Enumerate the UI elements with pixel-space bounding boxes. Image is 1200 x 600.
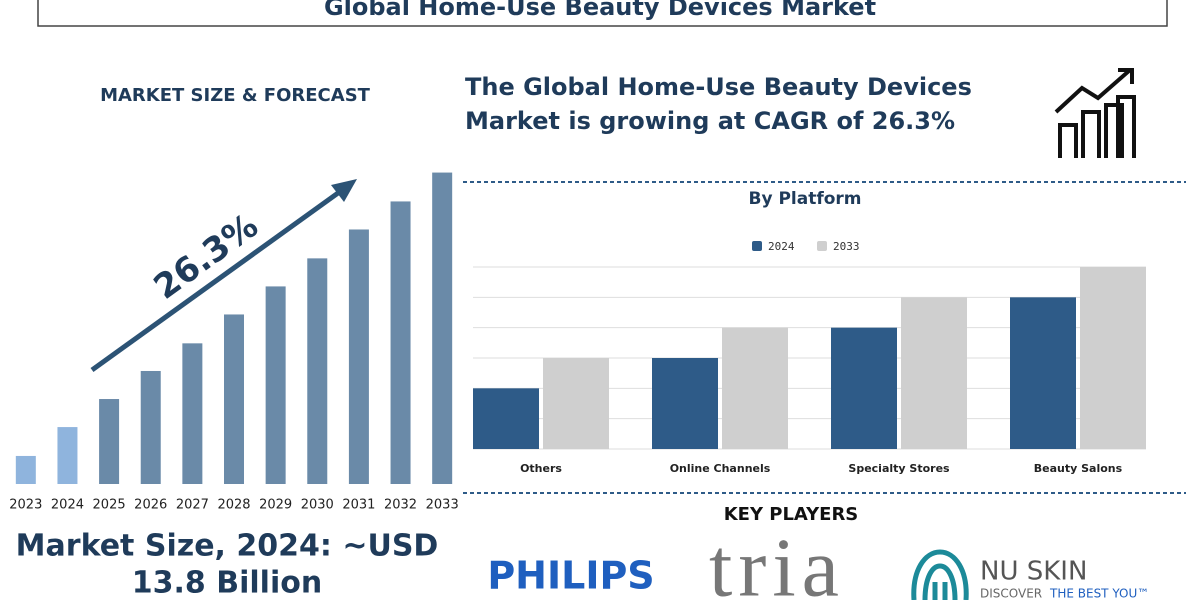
nuskin-icon [911, 549, 969, 600]
bar [901, 297, 967, 449]
x-tick-label: 2030 [301, 498, 334, 513]
market-size: Market Size, 2024: ~USD [16, 529, 439, 564]
tagline: THE BEST YOU™ [1049, 587, 1149, 600]
x-tick-label: 2032 [384, 498, 417, 513]
bar [473, 388, 539, 449]
x-tick-label: 2031 [342, 498, 375, 513]
market-size: 13.8 Billion [132, 566, 322, 600]
page-title: Global Home-Use Beauty Devices Market [324, 0, 876, 21]
x-tick-label: 2027 [176, 498, 209, 513]
trend-arrow [90, 185, 347, 373]
x-tick-label: 2028 [217, 498, 250, 513]
growth-icon [1054, 68, 1136, 158]
bar [348, 229, 369, 484]
legend-swatch [752, 241, 762, 251]
legend-label: 2033 [833, 240, 860, 253]
chart-title: By Platform [748, 189, 861, 209]
logo-philips: PHILIPS [487, 554, 654, 598]
bar [1010, 297, 1076, 449]
bar [831, 327, 897, 449]
x-tick-label: 2023 [9, 498, 42, 513]
x-tick-label: 2029 [259, 498, 292, 513]
bar [224, 314, 244, 484]
x-tick-label: Online Channels [670, 462, 771, 475]
x-tick-label: 2033 [426, 498, 459, 513]
bar [57, 427, 78, 484]
trend-arrowhead [331, 179, 357, 202]
tagline: DISCOVER [980, 587, 1042, 600]
bar [182, 343, 203, 484]
logo-tria: tria [709, 521, 845, 600]
legend-swatch [817, 241, 827, 251]
x-tick-label: 2025 [93, 498, 126, 513]
section-title: KEY PLAYERS [724, 504, 859, 525]
bar [265, 286, 286, 484]
headline: Market is growing at CAGR of 26.3% [465, 107, 955, 135]
bar [390, 201, 411, 484]
bar [99, 399, 120, 484]
bar [652, 358, 718, 449]
bar [432, 172, 453, 484]
bar [543, 358, 609, 449]
title-box [37, 0, 1168, 27]
headline: The Global Home-Use Beauty Devices [465, 73, 972, 101]
x-tick-label: 2024 [51, 498, 84, 513]
bar [15, 455, 36, 484]
x-tick-label: Beauty Salons [1034, 462, 1123, 475]
bar [307, 258, 328, 484]
x-tick-label: Others [520, 462, 562, 475]
bar [140, 370, 161, 484]
bar [722, 327, 788, 449]
chart-title: MARKET SIZE & FORECAST [100, 85, 371, 106]
logo-nuskin: NU SKIN [980, 557, 1087, 587]
x-tick-label: Specialty Stores [848, 462, 950, 475]
legend-label: 2024 [768, 240, 795, 253]
bar [1080, 267, 1146, 449]
x-tick-label: 2026 [134, 498, 167, 513]
